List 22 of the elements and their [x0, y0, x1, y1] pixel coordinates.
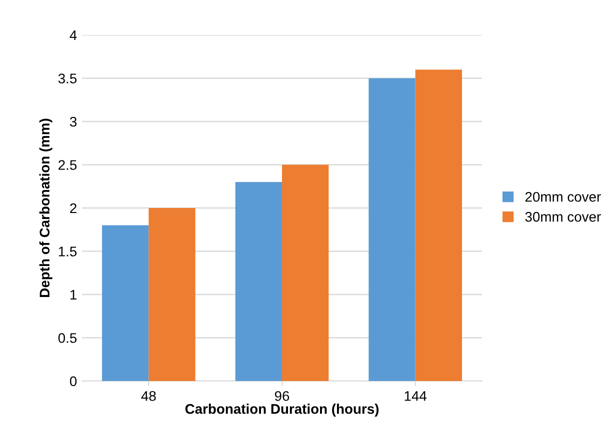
y-tick-label: 4	[70, 30, 77, 40]
x-axis-title: Carbonation Duration (hours)	[185, 404, 379, 417]
y-axis-title: Depth of Carbonation (mm)	[39, 118, 52, 297]
y-tick-label: 3.5	[58, 74, 77, 84]
legend-label: 30mm cover	[525, 212, 601, 222]
y-tick-label: 2.5	[58, 160, 77, 170]
x-tick-label: 96	[274, 391, 290, 401]
x-tick-label: 144	[404, 391, 427, 401]
y-tick-label: 1	[70, 290, 76, 300]
x-tick-label: 48	[141, 391, 156, 401]
y-tick-label: 0	[70, 376, 77, 386]
bar	[282, 164, 329, 381]
y-tick-label: 2	[70, 203, 76, 214]
bar	[415, 70, 462, 381]
y-tick-label: 3	[70, 116, 77, 127]
legend-label: 20mm cover	[525, 192, 601, 202]
bar	[235, 182, 282, 381]
bar	[368, 78, 416, 381]
y-tick-label: 1.5	[58, 246, 77, 256]
bar	[102, 225, 149, 381]
bar	[148, 208, 196, 381]
y-tick-label: 0.5	[58, 333, 77, 343]
